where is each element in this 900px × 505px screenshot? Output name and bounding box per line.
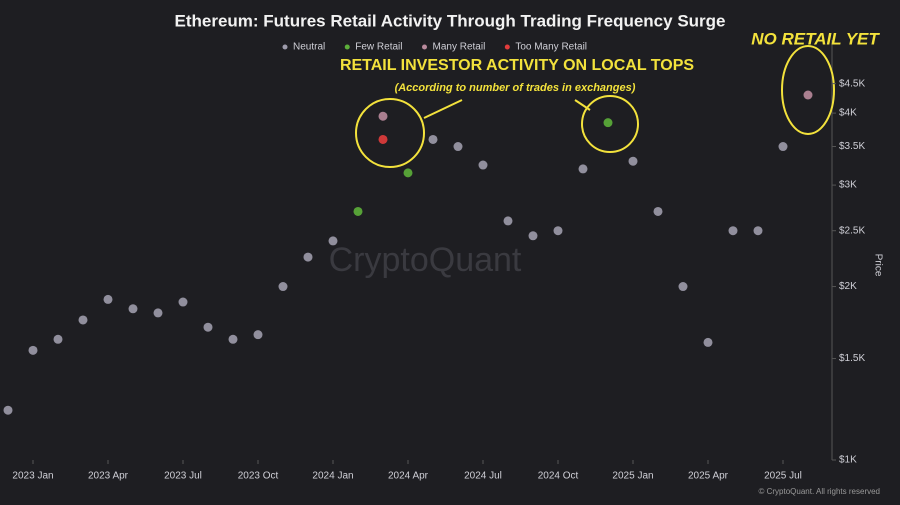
y-tick-label: $2K (839, 281, 857, 292)
footer: © CryptoQuant. All rights reserved (759, 487, 881, 496)
point (803, 90, 813, 100)
point (578, 164, 588, 174)
point (378, 111, 388, 121)
point (153, 308, 163, 318)
legend-marker (422, 44, 427, 50)
point (253, 330, 263, 340)
connector (423, 99, 463, 119)
point (503, 216, 513, 226)
y-tick-label: $2.5K (839, 225, 865, 236)
point (703, 337, 713, 347)
point (278, 282, 288, 292)
y-tick-label: $4K (839, 108, 857, 119)
point (428, 134, 438, 144)
highlight (355, 98, 425, 168)
y-tick-label: $1.5K (839, 353, 865, 364)
x-tick-label: 2023 Jan (12, 471, 53, 482)
point (228, 334, 238, 344)
legend-marker (344, 44, 350, 50)
point (728, 226, 738, 236)
chart-title: Ethereum: Futures Retail Activity Throug… (174, 11, 725, 30)
point (128, 304, 138, 314)
point (778, 142, 788, 152)
x-tick-label: 2023 Apr (88, 471, 129, 482)
point (303, 252, 313, 262)
x-tick-label: 2023 Jul (164, 471, 202, 482)
point (328, 236, 338, 246)
x-tick-label: 2025 Jan (612, 471, 653, 482)
point (203, 322, 213, 332)
legend-label: Many Retail (433, 42, 486, 53)
point (28, 345, 38, 355)
x-tick-label: 2024 Apr (388, 471, 429, 482)
highlight (781, 45, 835, 135)
legend-label: Too Many Retail (515, 42, 587, 53)
y-tick-label: $1K (839, 455, 857, 466)
point (78, 315, 88, 325)
point (478, 160, 488, 170)
legend-marker (282, 44, 288, 50)
highlight (581, 95, 639, 153)
annotation: (According to number of trades in exchan… (395, 82, 636, 94)
point (378, 134, 388, 144)
point (653, 206, 663, 216)
point (553, 226, 563, 236)
point (528, 231, 538, 241)
y-axis-label: Price (872, 254, 883, 277)
legend-label: Neutral (293, 42, 325, 53)
watermark: CryptoQuant (329, 241, 522, 279)
point (678, 282, 688, 292)
highlight-circles (355, 45, 835, 168)
annotation: RETAIL INVESTOR ACTIVITY ON LOCAL TOPS (340, 57, 694, 74)
point (628, 156, 638, 166)
point (3, 405, 13, 415)
y-tick-label: $4.5K (839, 78, 865, 89)
x-tick-label: 2024 Jan (312, 471, 353, 482)
y-tick-label: $3K (839, 180, 857, 191)
point (403, 168, 413, 178)
point (53, 334, 63, 344)
x-tick-label: 2025 Jul (764, 471, 802, 482)
x-tick-label: 2025 Apr (688, 471, 729, 482)
x-tick-label: 2024 Jul (464, 471, 502, 482)
annotation: NO RETAIL YET (751, 29, 880, 48)
connector (574, 99, 591, 111)
point (753, 226, 763, 236)
x-tick-label: 2023 Oct (238, 471, 279, 482)
legend: Neutral Few Retail Many Retail Too Many Ret… (282, 42, 587, 53)
legend-label: Few Retail (355, 42, 402, 53)
point (178, 297, 188, 307)
point (103, 294, 113, 304)
legend-marker (504, 44, 510, 50)
y-tick-label: $3.5K (839, 141, 865, 152)
point (603, 118, 613, 128)
x-tick-label: 2024 Oct (538, 471, 579, 482)
point (453, 142, 463, 152)
point (353, 206, 363, 216)
